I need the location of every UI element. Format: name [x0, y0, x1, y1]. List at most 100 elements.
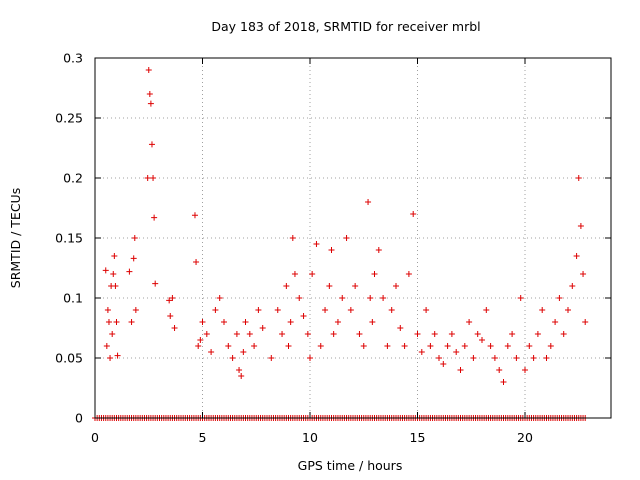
- data-point: [148, 141, 155, 148]
- data-point: [356, 331, 363, 337]
- data-point: [307, 355, 313, 361]
- y-tick-label: 0.1: [63, 291, 83, 306]
- data-point: [457, 367, 464, 373]
- data-point: [384, 343, 391, 349]
- x-tick-label: 5: [199, 430, 207, 445]
- data-point: [431, 331, 438, 337]
- data-point: [128, 319, 135, 325]
- data-point: [195, 343, 202, 349]
- data-point: [114, 352, 121, 359]
- data-point: [300, 313, 307, 319]
- data-point: [380, 295, 387, 301]
- data-point: [580, 271, 587, 277]
- data-point: [539, 307, 546, 313]
- data-point: [487, 343, 494, 349]
- data-point: [453, 349, 460, 355]
- data-point: [103, 343, 110, 349]
- data-point: [212, 307, 219, 313]
- data-point: [268, 355, 275, 361]
- data-point: [552, 319, 559, 325]
- data-point: [513, 355, 520, 361]
- y-tick-label: 0.05: [55, 351, 83, 366]
- data-point: [191, 212, 198, 219]
- data-point: [274, 307, 281, 313]
- data-point: [289, 235, 296, 241]
- data-point: [113, 319, 120, 325]
- data-point: [111, 253, 118, 259]
- grid-layer: [95, 58, 611, 418]
- data-point: [474, 331, 481, 337]
- data-point: [145, 67, 152, 73]
- data-point: [193, 259, 200, 265]
- data-point: [436, 355, 442, 361]
- data-point: [208, 349, 215, 355]
- data-point: [360, 343, 367, 349]
- data-point: [582, 319, 589, 325]
- data-points-layer: [102, 67, 589, 385]
- data-point: [322, 307, 329, 313]
- data-point: [530, 355, 537, 361]
- data-point: [444, 343, 451, 349]
- data-point: [461, 343, 468, 349]
- data-point: [352, 283, 359, 289]
- data-point: [104, 307, 111, 313]
- data-point: [167, 313, 174, 319]
- data-point: [291, 271, 298, 277]
- data-point: [229, 355, 236, 361]
- data-point: [147, 100, 154, 107]
- data-point: [393, 283, 399, 289]
- data-point: [287, 319, 294, 325]
- data-point: [126, 268, 133, 275]
- data-point: [197, 337, 204, 343]
- data-point: [543, 355, 550, 361]
- data-point: [242, 319, 249, 325]
- data-point: [491, 355, 498, 361]
- data-point: [132, 307, 139, 313]
- data-point: [251, 343, 258, 349]
- data-point: [388, 307, 395, 313]
- data-point: [216, 295, 223, 301]
- data-point: [423, 307, 430, 313]
- x-tick-label: 0: [91, 430, 99, 445]
- data-point: [440, 361, 447, 367]
- data-point: [448, 331, 455, 337]
- data-point: [330, 331, 337, 337]
- x-tick-label: 15: [410, 430, 426, 445]
- data-point: [556, 295, 563, 301]
- data-point: [102, 267, 109, 274]
- data-point: [577, 223, 584, 229]
- data-point: [255, 307, 262, 313]
- data-point: [171, 325, 178, 331]
- data-point: [569, 283, 576, 289]
- data-point: [466, 319, 473, 325]
- data-point: [152, 280, 159, 287]
- y-tick-label: 0.3: [63, 51, 83, 66]
- data-point: [166, 297, 173, 304]
- data-point: [105, 319, 112, 325]
- data-point: [112, 283, 119, 289]
- data-point: [130, 255, 137, 262]
- data-point: [526, 343, 533, 349]
- data-point: [371, 271, 378, 277]
- data-point: [131, 235, 138, 241]
- data-point: [427, 343, 434, 349]
- y-tick-label: 0.15: [55, 231, 83, 246]
- data-point: [401, 343, 408, 349]
- data-point: [560, 331, 567, 337]
- data-point: [470, 355, 477, 361]
- data-point: [279, 331, 286, 337]
- data-point: [496, 367, 503, 373]
- data-point: [150, 175, 157, 181]
- data-point: [259, 325, 266, 331]
- data-point: [203, 331, 210, 337]
- data-point: [109, 331, 116, 337]
- data-point: [405, 271, 412, 277]
- data-point: [483, 307, 490, 313]
- data-point: [285, 343, 292, 349]
- data-point: [110, 271, 117, 277]
- data-point: [169, 295, 176, 301]
- y-tick-label: 0: [75, 411, 83, 426]
- plot-frame: [94, 57, 612, 419]
- data-point: [233, 331, 240, 337]
